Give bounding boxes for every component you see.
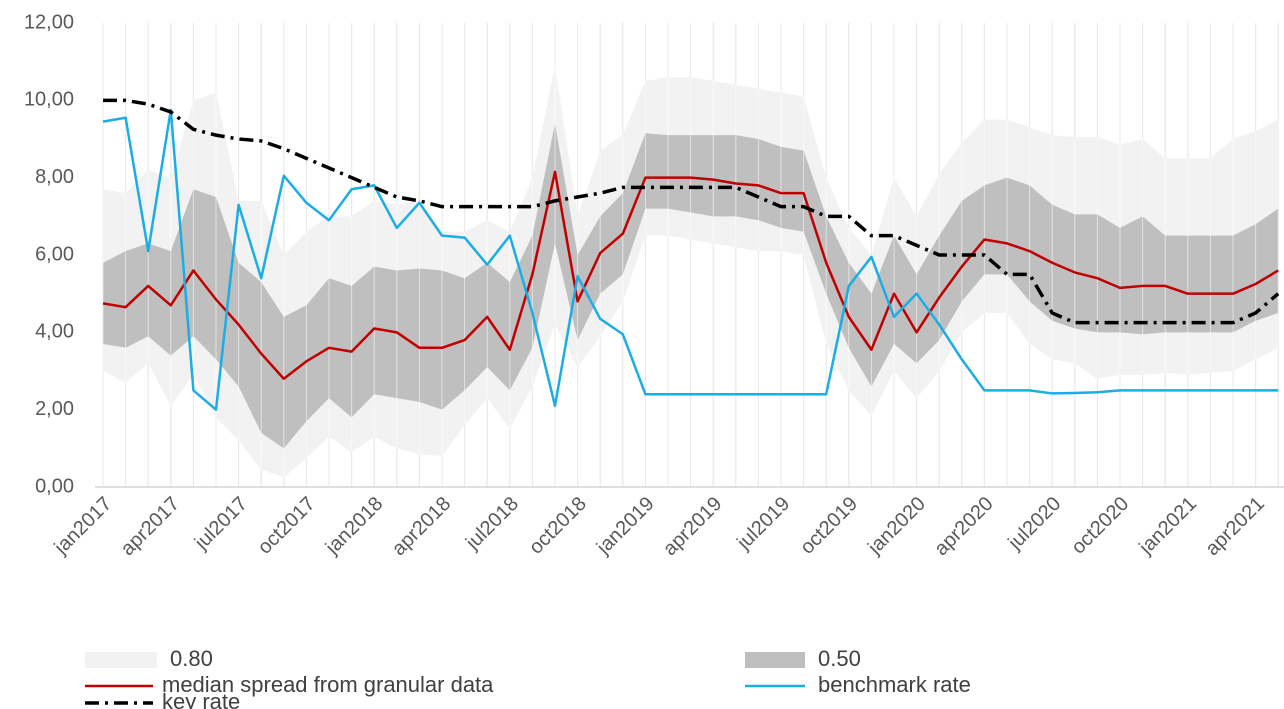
x-tick-label: oct2018 bbox=[525, 493, 591, 559]
legend-swatch bbox=[745, 652, 805, 668]
legend-label: 0.80 bbox=[170, 646, 213, 671]
x-tick-label: jul2019 bbox=[732, 493, 794, 555]
x-tick-label: jul2020 bbox=[1004, 493, 1066, 555]
y-tick-label: 10,00 bbox=[24, 89, 74, 111]
y-tick-label: 0,00 bbox=[35, 475, 74, 497]
x-tick-label: oct2020 bbox=[1067, 493, 1133, 559]
x-tick-label: jan2019 bbox=[592, 493, 659, 560]
x-tick-label: apr2020 bbox=[930, 493, 997, 560]
series-line bbox=[103, 98, 1280, 325]
x-tick-label: jan2017 bbox=[50, 493, 117, 560]
legend-swatch bbox=[85, 652, 157, 668]
series-line bbox=[102, 108, 1279, 411]
x-tick-label: apr2017 bbox=[117, 493, 184, 560]
legend-label: 0.50 bbox=[818, 646, 861, 671]
y-tick-label: 4,00 bbox=[35, 321, 74, 343]
x-tick-label: jan2020 bbox=[863, 493, 930, 560]
x-tick-label: apr2021 bbox=[1201, 493, 1268, 560]
x-tick-label: oct2019 bbox=[796, 493, 862, 559]
x-tick-label: apr2018 bbox=[388, 493, 455, 560]
y-tick-label: 8,00 bbox=[35, 166, 74, 188]
x-tick-label: jan2021 bbox=[1134, 493, 1201, 560]
legend: 0.80 0.50 median spread from granular data… bbox=[85, 646, 971, 709]
x-tick-label: apr2019 bbox=[659, 493, 726, 560]
y-tick-label: 2,00 bbox=[35, 398, 74, 420]
series-line bbox=[102, 170, 1279, 380]
x-tick-label: jul2018 bbox=[461, 493, 523, 555]
x-tick-label: jul2017 bbox=[190, 493, 252, 555]
y-tick-label: 6,00 bbox=[35, 243, 74, 265]
legend-label: median spread from granular data bbox=[162, 672, 494, 697]
x-tick-label: oct2017 bbox=[254, 493, 320, 559]
legend-label: key rate bbox=[162, 689, 240, 709]
x-tick-label: jan2018 bbox=[321, 493, 388, 560]
legend-label: benchmark rate bbox=[818, 672, 971, 697]
y-tick-label: 12,00 bbox=[24, 11, 74, 33]
